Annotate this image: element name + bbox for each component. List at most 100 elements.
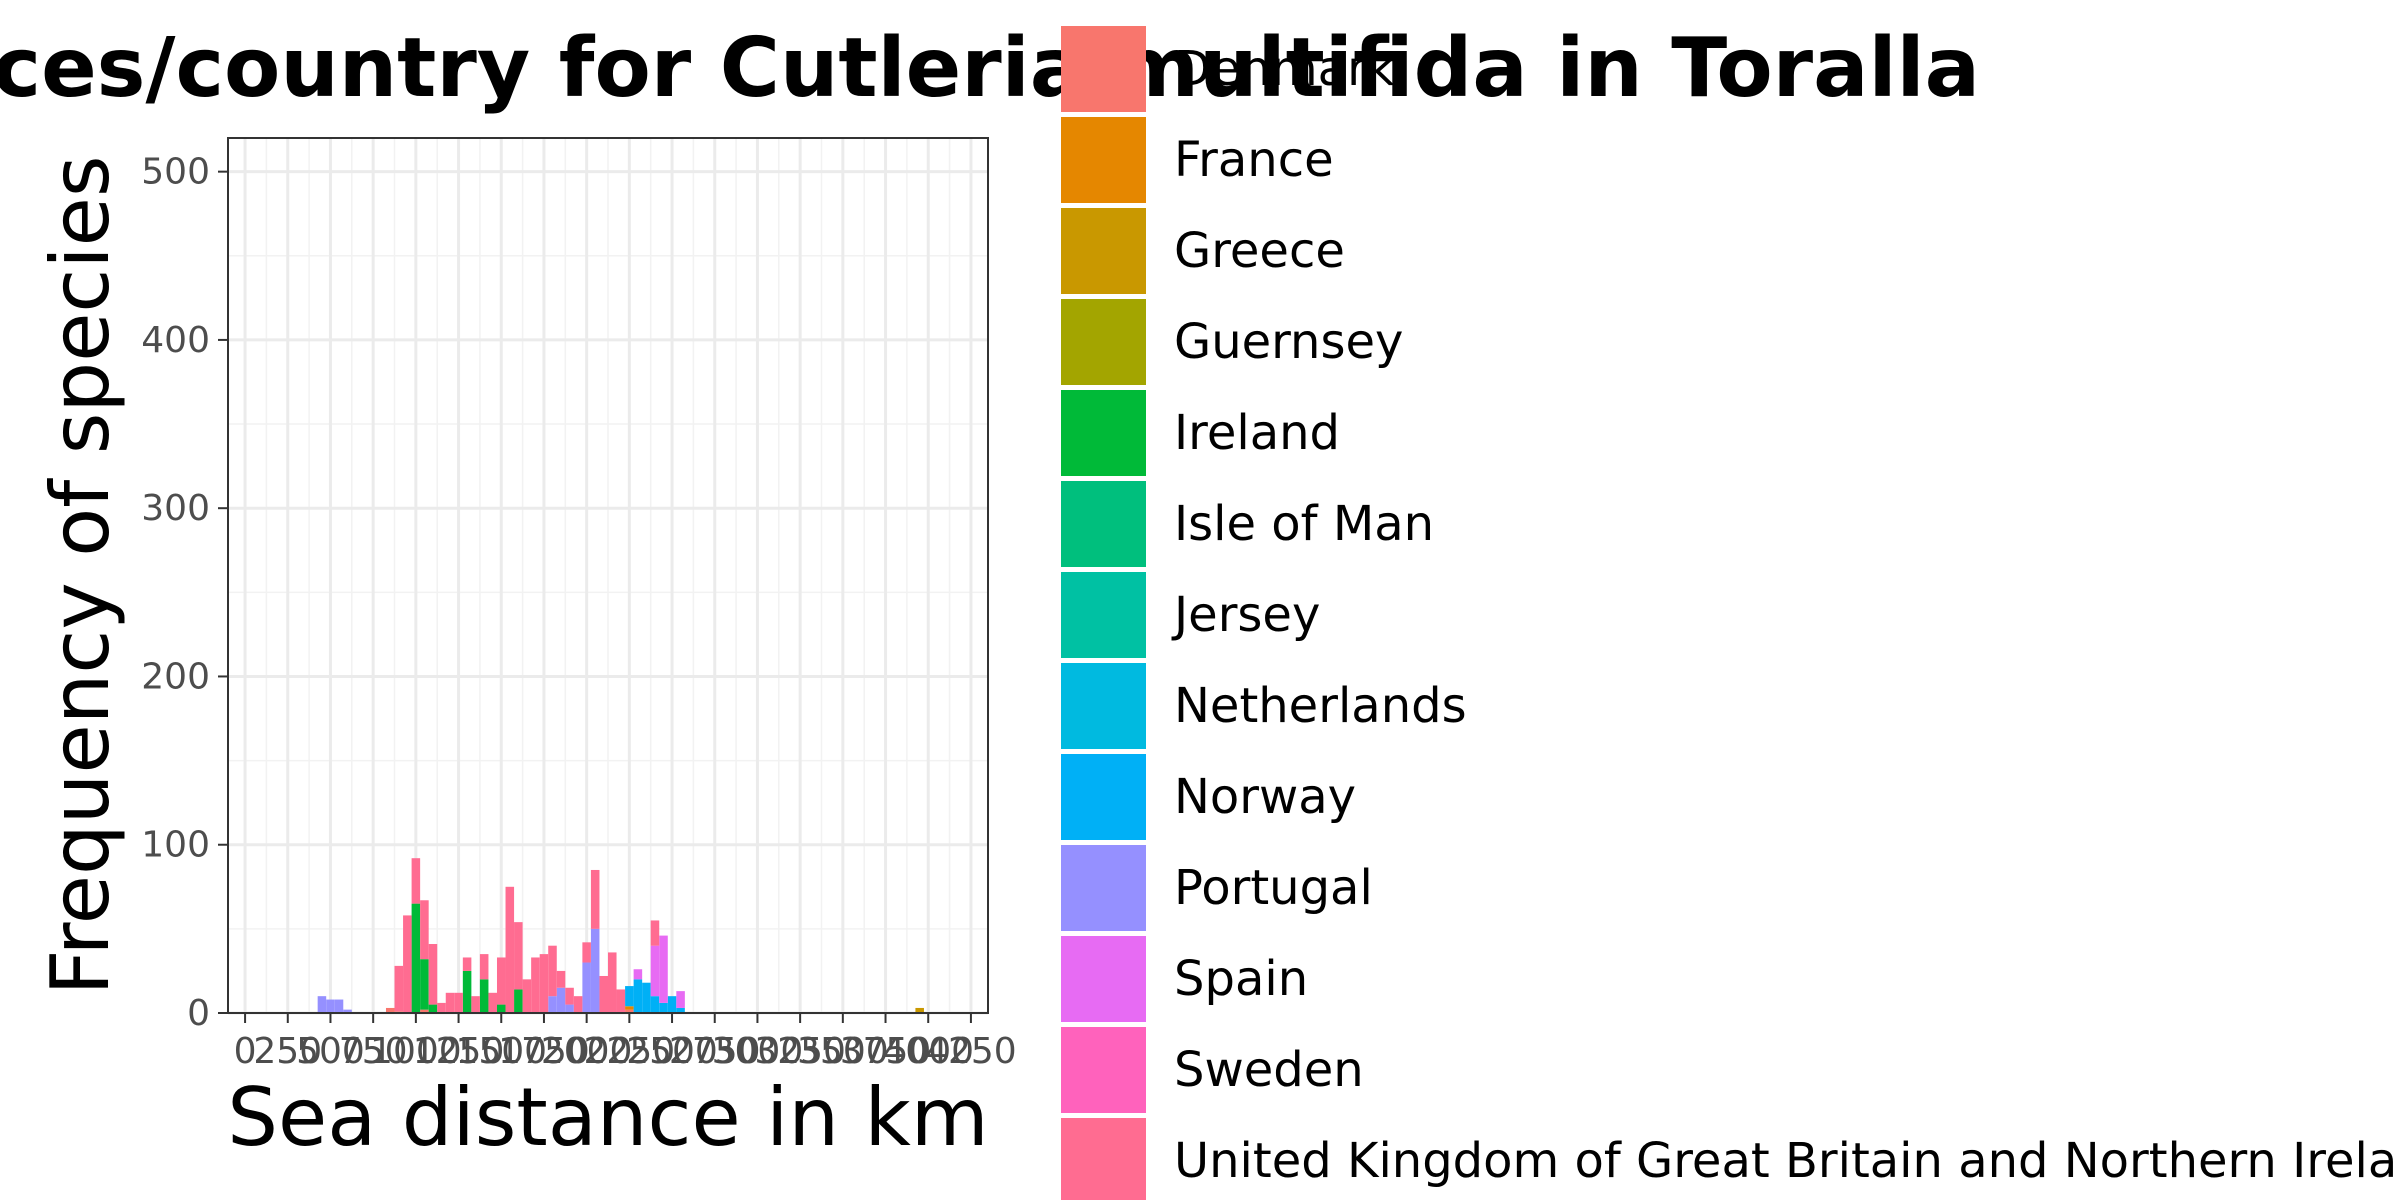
legend-label: Netherlands	[1174, 678, 1467, 734]
legend-label: Isle of Man	[1174, 496, 1434, 552]
bar-segment	[334, 999, 344, 1013]
bar-segment	[514, 922, 523, 990]
bar-segment	[343, 1009, 352, 1013]
x-tick-label: 750	[339, 1031, 408, 1072]
bar-segment	[411, 858, 421, 904]
x-tick-label: 2500	[626, 1031, 718, 1072]
legend-label: Jersey	[1171, 587, 1320, 643]
bar-segment	[650, 920, 660, 946]
x-tick-label: 1250	[413, 1031, 505, 1072]
legend-key	[1061, 572, 1146, 658]
bar-segment	[915, 1007, 924, 1013]
bar-segment	[420, 1009, 429, 1013]
bar-segment	[676, 1007, 685, 1013]
bar-segment	[667, 996, 677, 1013]
bar-segment	[650, 996, 660, 1013]
x-tick-label: 3000	[712, 1031, 804, 1072]
legend-label: Greece	[1174, 223, 1345, 279]
x-tick-label: 1500	[455, 1031, 547, 1072]
bar-segment	[445, 992, 455, 1013]
bar-segment	[573, 996, 583, 1013]
bar-segment	[317, 996, 327, 1013]
bar-segment	[659, 935, 668, 1003]
minor-gridlines	[228, 138, 988, 1013]
bar-segment	[582, 942, 591, 963]
legend-label: Denmark	[1174, 41, 1395, 97]
legend-key	[1061, 936, 1146, 1022]
legend-key	[1061, 1118, 1146, 1200]
bar-segment	[411, 903, 421, 1013]
legend-label: Spain	[1174, 951, 1308, 1007]
legend-key	[1061, 845, 1146, 931]
x-tick-label: 4000	[882, 1031, 974, 1072]
y-tick-label: 300	[141, 488, 210, 529]
legend-label: France	[1174, 132, 1334, 188]
bar-segment	[462, 970, 472, 1013]
legend-key	[1061, 663, 1146, 749]
legend-key	[1061, 1027, 1146, 1113]
bar-segment	[565, 987, 574, 1005]
x-tick-label: 3500	[797, 1031, 889, 1072]
legend-key	[1061, 481, 1146, 567]
histogram-bars	[317, 858, 924, 1013]
bar-segment	[394, 965, 404, 1012]
x-tick-label: 500	[296, 1031, 365, 1072]
bar-segment	[462, 957, 472, 971]
y-axis-title: Frequency of species	[34, 155, 127, 995]
bar-segment	[556, 970, 566, 988]
x-tick-label: 1750	[498, 1031, 590, 1072]
bar-segment	[454, 992, 463, 1013]
bar-segment	[531, 957, 540, 1013]
bar-segment	[548, 945, 557, 997]
y-tick-label: 100	[141, 825, 210, 866]
x-axis-title: Sea distance in km	[227, 1071, 988, 1164]
bar-segment	[514, 989, 523, 1013]
legend-label: United Kingdom of Great Britain and Nort…	[1174, 1133, 2400, 1189]
bar-segment	[548, 996, 557, 1013]
legend-key	[1061, 754, 1146, 840]
bar-segment	[496, 1004, 506, 1013]
bar-segment	[420, 900, 429, 960]
bar-segment	[522, 979, 532, 1013]
bar-segment	[437, 1002, 446, 1013]
x-axis: 0250500750100012501500175020002250250027…	[234, 1013, 1017, 1072]
x-tick-label: 1000	[370, 1031, 462, 1072]
bar-segment	[625, 1009, 634, 1013]
bar-segment	[676, 991, 685, 1008]
plot-panel	[228, 138, 988, 1015]
bar-segment	[403, 915, 412, 1013]
legend-label: Norway	[1174, 769, 1356, 825]
x-tick-label: 250	[253, 1031, 322, 1072]
bar-segment	[650, 945, 660, 997]
bar-segment	[599, 975, 608, 1013]
legend-key	[1061, 208, 1146, 294]
bar-segment	[488, 992, 497, 1013]
bar-segment	[385, 1007, 395, 1013]
x-tick-label: 4250	[925, 1031, 1017, 1072]
bar-segment	[633, 979, 643, 1013]
legend-label: Guernsey	[1174, 314, 1403, 370]
bar-segment	[479, 954, 489, 980]
bar-segment	[326, 999, 335, 1013]
legend-label: Portugal	[1174, 860, 1373, 916]
bar-segment	[565, 1004, 574, 1013]
bar-segment	[505, 886, 515, 1013]
bar-segment	[616, 989, 626, 1013]
bar-segment	[539, 954, 549, 1013]
bar-segment	[420, 959, 429, 1010]
bar-segment	[642, 982, 651, 1013]
bar-segment	[625, 1006, 634, 1010]
x-tick-label: 2750	[669, 1031, 761, 1072]
x-tick-label: 3750	[840, 1031, 932, 1072]
major-gridlines	[228, 138, 988, 1015]
bar-segment	[590, 869, 600, 929]
bar-segment	[608, 952, 617, 1013]
x-tick-label: 3250	[754, 1031, 846, 1072]
bar-segment	[659, 1002, 668, 1013]
bar-segment	[479, 979, 489, 1013]
y-tick-label: 500	[141, 152, 210, 193]
legend-key	[1061, 26, 1146, 112]
legend-label: Sweden	[1174, 1042, 1364, 1098]
legend: Denmark France Greece Guernsey Ireland Isle o…	[1061, 26, 2400, 1200]
